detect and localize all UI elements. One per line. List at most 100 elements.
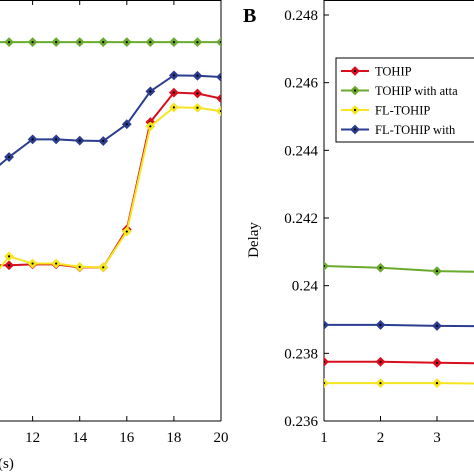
legend-item: TOHIP with atta: [341, 84, 458, 98]
panel-a-data-point-center: [172, 74, 175, 77]
legend-swatch-marker-center: [353, 69, 357, 73]
panel-a-x-tick-label: 20: [214, 430, 229, 446]
panel-b-data-point-center: [324, 264, 326, 268]
panel-a-x-tick-label: 14: [72, 430, 88, 446]
panel-b-legend: TOHIP TOHIP with atta FL-TOHIP FL-TOHIP wit…: [335, 57, 474, 143]
panel-a-data-point-center: [31, 41, 34, 44]
panel-a-x-axis-label: (s): [0, 456, 14, 472]
panel-a-x-tick-label: 12: [25, 430, 40, 446]
panel-b-x-ticks: 1 2 3: [320, 416, 441, 446]
panel-a-data-point-center: [125, 230, 128, 233]
legend-item: FL-TOHIP with: [341, 123, 456, 137]
panel-b-x-tick-label: 2: [377, 430, 385, 446]
panel-b-x-tick-label: 1: [320, 430, 328, 446]
panel-a-data-point: [216, 72, 221, 82]
panel-b-series-0: [324, 356, 474, 368]
panel-b-series-line: [324, 323, 474, 328]
panel-a-data-point: [216, 93, 221, 104]
panel-b-series: [324, 261, 474, 389]
panel-b-data-point-center: [435, 382, 439, 385]
panel-b-data-point-center: [379, 323, 382, 327]
panel-b-data-point-center: [435, 361, 439, 364]
legend-item: TOHIP: [341, 65, 412, 79]
panel-a-data-point-center: [196, 92, 199, 95]
panel-a-data-point-center: [172, 91, 175, 94]
panel-a-series-line: [0, 74, 221, 166]
panel-a-data-point-center: [7, 264, 11, 267]
panel-b-y-ticks: 0.236 0.238 0.24 0.242 0.244 0.246 0.248: [284, 8, 329, 430]
panel-b-data-point-center: [324, 382, 326, 385]
panel-a-series-0: [0, 37, 221, 48]
panel-a-series: [0, 37, 221, 273]
panel-b-x-tick-label: 3: [433, 430, 441, 446]
panel-b-y-tick-label: 0.244: [284, 143, 318, 159]
legend-label: TOHIP with atta: [375, 84, 458, 98]
panel-a-data-point-center: [31, 138, 34, 141]
panel-b-series-2: [324, 378, 474, 389]
panel-a-data-point-center: [172, 106, 175, 109]
panel-a-data-point-center: [196, 41, 199, 44]
legend-label: FL-TOHIP with: [375, 123, 456, 137]
panel-a-data-point-center: [55, 138, 58, 141]
panel-b-series-line: [324, 360, 474, 365]
panel-a-data-point: [216, 37, 221, 48]
legend-item: FL-TOHIP: [341, 104, 430, 118]
panel-a-data-point-center: [102, 266, 105, 269]
panel-b-y-axis-label: Delay: [246, 222, 262, 258]
panel-a: 12 14 16 18 20 (s): [0, 0, 229, 472]
panel-b-data-point-center: [435, 324, 439, 328]
panel-b-y-tick-label: 0.242: [284, 211, 318, 227]
panel-b-data-point: [324, 320, 329, 330]
panel-b-data-point-center: [435, 270, 439, 273]
panel-a-data-point-center: [78, 139, 81, 142]
panel-a-data-point-center: [7, 255, 11, 258]
panel-a-x-tick-label: 16: [119, 430, 135, 446]
panel-a-series-2: [0, 70, 221, 166]
panel-a-data-point-center: [219, 41, 221, 44]
legend-swatch-marker-center: [353, 128, 357, 131]
legend-swatch-marker-center: [353, 89, 357, 92]
legend-label: FL-TOHIP: [375, 104, 430, 118]
panel-a-data-point-center: [7, 41, 11, 44]
panel-b-data-point-center: [324, 323, 326, 327]
panel-b: B 0.236 0.238 0.24 0.242 0.244 0.246 0.248 1 2 3…: [243, 0, 474, 446]
panel-b-data-point: [324, 378, 329, 389]
panel-a-series-3: [0, 102, 221, 273]
panel-b-series-line: [324, 265, 474, 273]
panel-a-data-point-center: [149, 90, 152, 93]
panel-a-data-point-center: [196, 74, 199, 77]
panel-a-data-point-center: [172, 41, 175, 44]
panel-a-x-tick-label: 18: [166, 430, 181, 446]
panel-a-data-point-center: [55, 41, 58, 44]
panel-b-y-tick-label: 0.246: [284, 76, 318, 92]
panel-b-data-point-center: [379, 360, 382, 363]
panel-a-data-point-center: [196, 106, 199, 109]
panel-a-series-line: [0, 91, 221, 269]
panel-b-data-point: [324, 261, 329, 271]
panel-a-data-point-center: [102, 139, 105, 143]
panel-b-y-tick-label: 0.238: [284, 346, 318, 362]
panel-a-data-point-center: [125, 123, 128, 126]
panel-a-data-point-center: [102, 41, 105, 44]
panel-a-data-point-center: [78, 265, 81, 269]
panel-b-y-tick-label: 0.236: [284, 414, 318, 430]
panel-b-data-point-center: [379, 266, 382, 269]
panel-a-data-point: [216, 106, 221, 117]
panel-a-x-ticks: 12 14 16 18 20: [25, 0, 229, 446]
legend-swatch-marker-center: [353, 108, 357, 112]
panel-b-data-point-center: [324, 360, 326, 363]
panel-a-series-1: [0, 87, 221, 273]
panel-a-data-point-center: [149, 125, 152, 128]
panel-a-data-point-center: [55, 262, 58, 265]
panel-b-series-line: [324, 382, 474, 385]
panel-b-series-1: [324, 261, 474, 277]
legend-label: TOHIP: [375, 65, 412, 79]
panel-a-data-point-center: [7, 155, 11, 159]
panel-b-y-tick-label: 0.24: [292, 279, 319, 295]
panel-b-data-point-center: [379, 382, 382, 385]
panel-b-letter: B: [243, 5, 256, 27]
panel-a-data-point-center: [31, 262, 34, 265]
panel-a-data-point-center: [125, 41, 128, 44]
panel-a-data-point-center: [219, 110, 221, 113]
